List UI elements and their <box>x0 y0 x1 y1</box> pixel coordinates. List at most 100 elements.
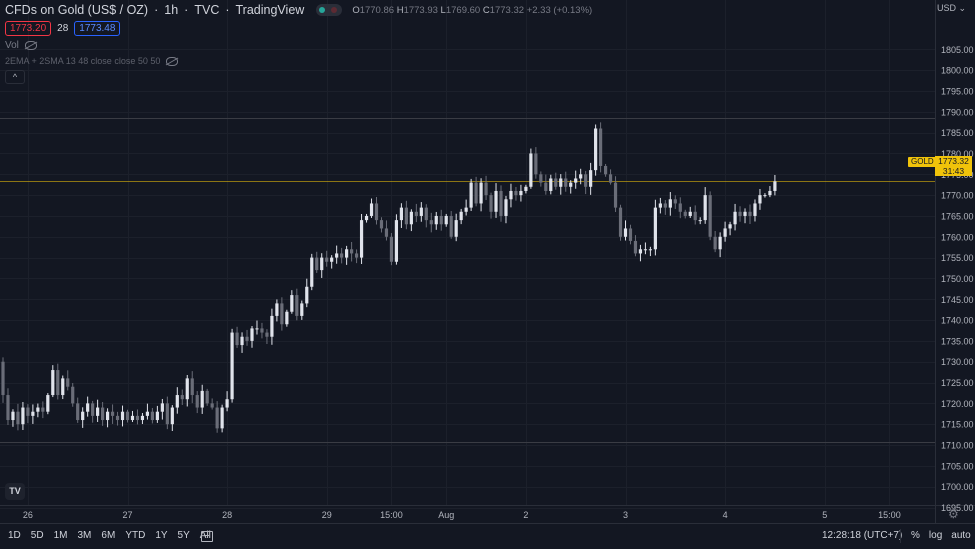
candle <box>678 197 682 219</box>
change-value: +2.33 (+0.13%) <box>526 4 593 16</box>
candle-body <box>305 286 309 304</box>
candle-body <box>449 215 453 237</box>
open-label: O <box>352 4 360 16</box>
range-button-5y[interactable]: 5Y <box>177 530 190 541</box>
x-tick-label: 27 <box>122 510 132 520</box>
candle <box>205 388 209 406</box>
candle <box>16 403 20 431</box>
candle <box>708 191 712 241</box>
range-button-3m[interactable]: 3M <box>77 530 92 541</box>
candle <box>688 206 692 218</box>
candle <box>574 170 578 189</box>
candle-body <box>71 386 75 404</box>
candle <box>569 180 573 194</box>
range-button-5d[interactable]: 5D <box>30 530 44 541</box>
x-tick-label: 2 <box>523 510 528 520</box>
symbol-title[interactable]: CFDs on Gold (US$ / OZ) <box>5 3 149 17</box>
candle <box>165 396 169 430</box>
candle <box>61 375 65 400</box>
sell-price-button[interactable]: 1773.20 <box>5 21 52 36</box>
candle-body <box>474 182 478 204</box>
grid-lines <box>0 0 935 509</box>
candle-body <box>41 407 45 412</box>
currency-label: USD <box>937 3 957 13</box>
gear-icon[interactable]: ⚙ <box>948 507 959 521</box>
percent-scale-button[interactable]: % <box>911 530 920 541</box>
price-chart[interactable]: 1695.00 1700.00 1705.00 1710.00 1715.00 1720.… <box>0 0 975 523</box>
candle <box>96 399 100 423</box>
x-tick-label: 5 <box>822 510 827 520</box>
candle-body <box>683 211 687 216</box>
hidden-eye-icon[interactable] <box>24 41 37 50</box>
timezone-clock[interactable]: 12:28:18 (UTC+7) <box>822 530 903 541</box>
candle-body <box>379 220 384 229</box>
candle <box>150 407 154 424</box>
market-status-icon[interactable] <box>316 4 343 16</box>
candle-body <box>364 215 369 221</box>
collapse-legend-button[interactable]: ^ <box>5 70 25 84</box>
candle-body <box>479 182 483 204</box>
range-button-6m[interactable]: 6M <box>101 530 116 541</box>
range-button-1y[interactable]: 1Y <box>155 530 168 541</box>
candle <box>66 370 70 391</box>
candle <box>394 214 399 265</box>
candle <box>260 322 264 339</box>
candle <box>733 203 737 231</box>
candle-body <box>623 228 628 237</box>
candle <box>594 124 598 176</box>
auto-scale-button[interactable]: auto <box>951 530 971 541</box>
candle <box>599 122 603 173</box>
candle <box>539 171 543 187</box>
candle-body <box>165 403 169 425</box>
interval-label[interactable]: 1h <box>164 3 179 17</box>
candle <box>673 195 677 209</box>
y-tick-label: 1780.00 <box>941 149 974 159</box>
candle <box>369 198 374 218</box>
candle <box>613 176 618 213</box>
candle <box>758 188 762 210</box>
candle <box>290 290 294 314</box>
goto-date-icon[interactable] <box>201 531 213 542</box>
candle <box>135 409 140 425</box>
buy-price-button[interactable]: 1773.48 <box>74 21 121 36</box>
candle-body <box>668 199 672 208</box>
candle <box>728 221 732 236</box>
ma-indicator-row[interactable]: 2EMA + 2SMA 13 48 close close 50 50 <box>5 56 179 66</box>
candle <box>11 409 15 427</box>
candle-body <box>245 336 249 341</box>
candle <box>46 393 50 415</box>
tradingview-logo-icon[interactable]: TV <box>5 483 25 500</box>
hidden-eye-icon[interactable] <box>166 56 179 66</box>
candle-body <box>584 174 588 187</box>
range-buttons: 1D 5D 1M 3M 6M YTD 1Y 5Y All <box>8 530 211 541</box>
candle <box>325 250 329 267</box>
range-button-1d[interactable]: 1D <box>8 530 21 541</box>
candle-body <box>16 411 20 425</box>
log-scale-button[interactable]: log <box>928 530 943 541</box>
candle-body <box>295 295 299 316</box>
candle-body <box>175 395 179 408</box>
candle <box>51 365 55 398</box>
candle <box>474 176 478 207</box>
candle-body <box>145 411 150 416</box>
candle-body <box>758 195 762 204</box>
candle <box>210 398 214 410</box>
range-button-1m[interactable]: 1M <box>53 530 68 541</box>
time-axis: 26 27 28 29 15:00 Aug 2 3 4 5 15:00 <box>23 510 901 520</box>
candle-body <box>574 178 578 183</box>
y-tick-label: 1765.00 <box>941 211 974 221</box>
candle-body <box>459 211 463 221</box>
candle <box>499 185 503 222</box>
candle <box>658 197 662 214</box>
candle <box>603 163 608 177</box>
volume-indicator-row[interactable]: Vol <box>5 40 37 51</box>
range-button-ytd[interactable]: YTD <box>125 530 146 541</box>
candle <box>608 169 613 185</box>
symbol-legend: CFDs on Gold (US$ / OZ) · 1h · TVC · Tra… <box>5 3 592 17</box>
currency-selector[interactable]: USD ⌄ <box>937 3 967 13</box>
candle <box>618 204 623 241</box>
candle <box>225 391 229 412</box>
candle <box>125 409 130 423</box>
current-price-value: 1773.32 <box>938 156 969 166</box>
candle <box>220 404 224 433</box>
